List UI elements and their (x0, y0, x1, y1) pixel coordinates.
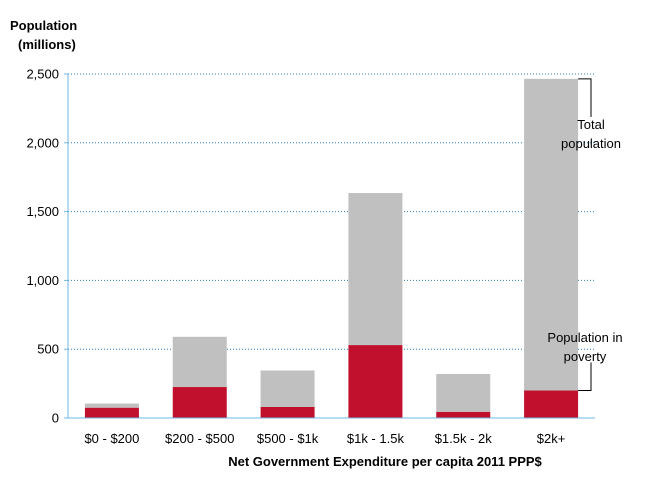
annotation-text: Total (577, 117, 605, 132)
bar-segment (260, 370, 315, 407)
bar-segment (172, 387, 227, 418)
bar-segment (84, 403, 139, 408)
poverty-bracket (578, 362, 592, 391)
y-axis-title: Population (millions) (10, 18, 77, 52)
axes (67, 74, 595, 419)
x-tick-label: $1.5k - 2k (435, 431, 493, 446)
y-tick-label: 500 (37, 342, 59, 357)
x-tick-label: $2k+ (537, 431, 566, 446)
gridlines (68, 73, 595, 350)
y-axis-ticks: 0 500 1,000 1,500 2,000 2,500 (26, 67, 68, 426)
y-tick-label: 0 (52, 411, 59, 426)
x-axis-ticks: $0 - $200 $200 - $500 $500 - $1k $1k - 1.5k… (84, 431, 565, 446)
annotation-text: Population in (547, 330, 622, 345)
y-axis-title-line: Population (10, 18, 77, 33)
y-tick-label: 1,500 (26, 204, 59, 219)
bar-segment (436, 373, 491, 412)
x-tick-label: $200 - $500 (165, 431, 234, 446)
bars (84, 78, 579, 418)
total-bracket (578, 78, 592, 117)
x-axis-title: Net Government Expenditure per capita 20… (228, 454, 542, 469)
bar-segment (348, 345, 403, 418)
x-tick-label: $500 - $1k (257, 431, 319, 446)
bar-segment (524, 390, 579, 418)
x-tick-label: $1k - 1.5k (347, 431, 405, 446)
y-tick-label: 2,000 (26, 135, 59, 150)
bar-segment (84, 407, 139, 418)
annotation-text: population (561, 136, 621, 151)
x-tick-label: $0 - $200 (84, 431, 139, 446)
bar-segment (436, 411, 491, 418)
bar-segment (172, 336, 227, 388)
y-tick-label: 2,500 (26, 67, 59, 82)
bar-segment (348, 193, 403, 346)
annotation-text: poverty (564, 349, 607, 364)
bar-segment (260, 406, 315, 418)
bar-segment (524, 78, 579, 391)
annotations: Total population Population in poverty (547, 78, 623, 391)
y-axis-title-line: (millions) (18, 37, 76, 52)
y-tick-label: 1,000 (26, 273, 59, 288)
